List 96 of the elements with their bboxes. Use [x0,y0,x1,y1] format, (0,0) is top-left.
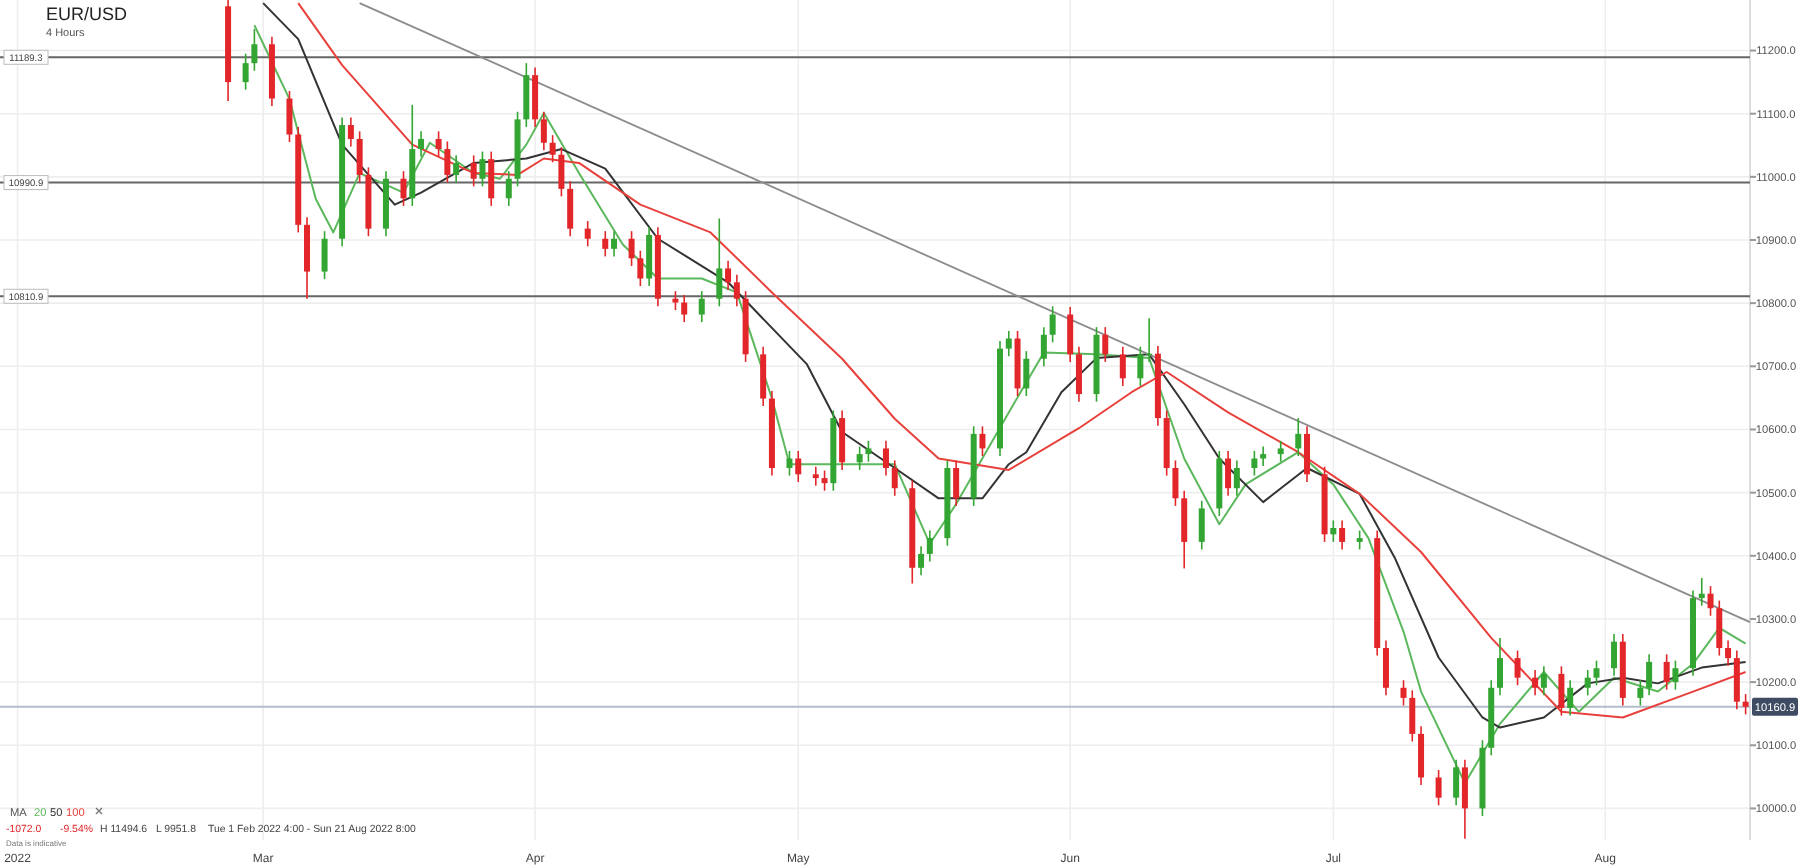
candlestick [882,440,889,477]
candlestick [1251,450,1258,477]
candlestick [488,150,495,207]
candlestick [400,170,407,207]
candlestick [1725,639,1732,667]
candlestick [1716,599,1723,657]
candlestick [1181,489,1188,570]
candlestick [1409,689,1416,743]
candlestick [646,226,653,287]
candlestick [1567,679,1574,717]
candlestick [1435,769,1442,807]
candlestick [865,440,872,463]
candlestick [1233,459,1240,497]
candlestick [839,409,846,471]
candlestick [733,273,740,308]
candlestick [1023,350,1030,397]
candlestick [1637,679,1644,707]
candlestick [567,180,574,238]
candlestick [1646,653,1653,697]
candlestick [918,545,925,577]
candlestick [1225,450,1232,497]
candlestick [1733,649,1740,711]
candlestick [1304,425,1311,483]
candlestick [821,469,828,492]
candlestick [628,230,635,267]
candlestick [523,62,530,128]
candlestick [1672,659,1679,691]
candlestick [1137,345,1144,387]
candlestick [953,459,960,507]
candlestick [602,230,609,258]
candlestick [1453,758,1460,807]
candlestick [242,52,249,91]
candlestick [979,425,986,457]
candlestick [812,465,819,487]
candlestick [681,294,688,323]
candlestick [251,28,258,72]
candlestick [558,146,565,198]
candlestick [347,116,354,148]
candlestick [470,154,477,188]
candlestick [1277,440,1284,463]
candlestick [1663,653,1670,691]
candlestick [1295,417,1302,457]
candlestick [1593,659,1600,687]
candlestick [1067,306,1074,363]
candlestick [479,150,486,188]
candlestick [1382,639,1389,697]
candlestick [453,154,460,184]
candlestick [1356,529,1363,551]
candlestick [505,170,512,207]
candlestick [1075,345,1082,403]
candlestick [1611,633,1618,677]
candlestick [1005,330,1012,358]
candlestick [540,110,547,152]
candlestick [304,216,311,300]
candlestick [1172,459,1179,507]
candlestick [444,140,451,184]
candlestick [1119,345,1126,387]
candlestick [716,217,723,308]
candlestick [1584,669,1591,697]
candlestick [1418,725,1425,786]
candlestick [698,290,705,323]
candlestick [795,450,802,483]
candlestick [1198,500,1205,551]
candlestick [1330,519,1337,543]
candlestick [1742,693,1749,716]
candlestick [1532,669,1539,697]
candlestick [1540,665,1547,697]
candlestick [435,130,442,158]
candlestick [532,66,539,128]
candlestick [1102,326,1109,363]
candlestick [549,134,556,164]
candlestick [1339,519,1346,551]
candlestick [356,130,363,184]
candlestick [1707,585,1714,617]
candlestick [1049,305,1056,344]
candlestick [418,130,425,158]
candlestick [926,529,933,563]
candlestick [725,260,732,291]
candlestick [672,290,679,311]
candlestick [1461,758,1468,840]
chart-title: EUR/USD [46,4,129,24]
candlestick [760,345,767,407]
candlestick [584,220,591,248]
candlestick [1497,637,1503,697]
candlestick [786,450,793,477]
candlestick [637,249,644,287]
candlestick [891,459,898,497]
candlestick [1260,445,1267,467]
candlestick [286,90,293,143]
candlestick [856,445,863,471]
candlestick [1040,326,1047,368]
candlestick [321,230,328,280]
candlestick [1400,679,1407,707]
candlestick [1558,665,1565,717]
candlestick [611,230,618,258]
candlestick [1514,649,1521,687]
